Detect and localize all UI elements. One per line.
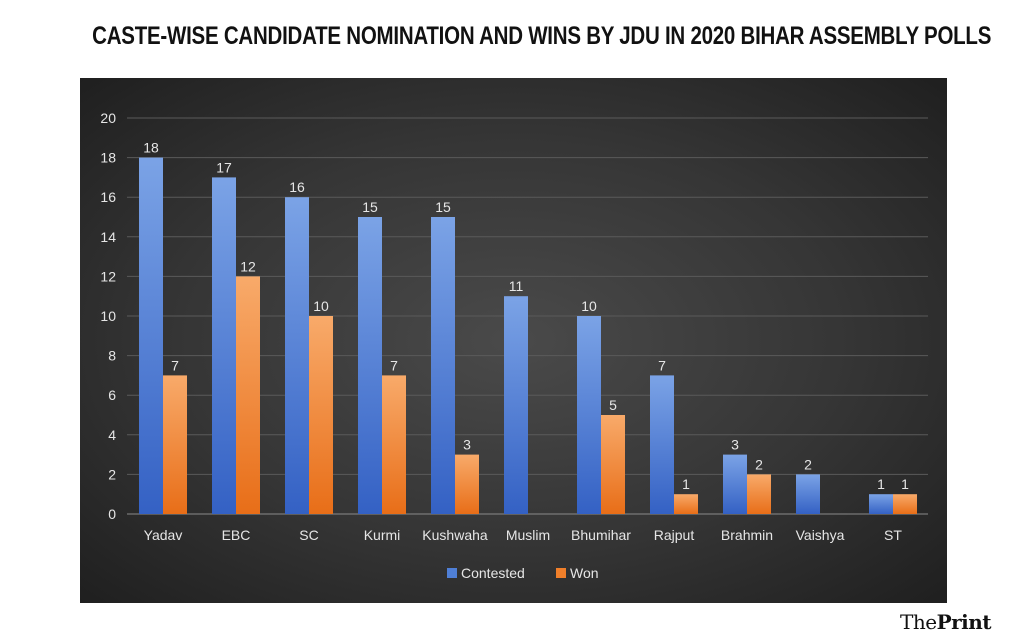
chart-title: CASTE-WISE CANDIDATE NOMINATION AND WINS… bbox=[92, 22, 992, 50]
y-tick-label: 2 bbox=[108, 466, 116, 482]
y-tick-label: 10 bbox=[100, 308, 116, 324]
data-label: 5 bbox=[609, 397, 617, 413]
data-label: 7 bbox=[658, 357, 666, 373]
data-label: 15 bbox=[435, 199, 451, 215]
bar-contested bbox=[796, 474, 820, 514]
data-label: 2 bbox=[755, 456, 763, 472]
data-label: 15 bbox=[362, 199, 378, 215]
bar-won bbox=[601, 415, 625, 514]
data-label: 3 bbox=[731, 437, 739, 453]
y-tick-label: 0 bbox=[108, 506, 116, 522]
bar-contested bbox=[504, 296, 528, 514]
data-label: 17 bbox=[216, 159, 232, 175]
x-tick-label: Bhumihar bbox=[571, 527, 631, 543]
y-tick-label: 18 bbox=[100, 150, 116, 166]
y-tick-label: 12 bbox=[100, 268, 116, 284]
bar-won bbox=[382, 375, 406, 514]
data-label: 3 bbox=[463, 437, 471, 453]
legend-swatch-contested bbox=[447, 568, 457, 578]
x-tick-label: Brahmin bbox=[721, 527, 773, 543]
data-label: 7 bbox=[390, 357, 398, 373]
bar-contested bbox=[723, 454, 747, 514]
bar-contested bbox=[869, 494, 893, 514]
x-tick-label: ST bbox=[884, 527, 902, 543]
bar-contested bbox=[650, 375, 674, 514]
data-label: 7 bbox=[171, 357, 179, 373]
bar-contested bbox=[577, 316, 601, 514]
data-label: 11 bbox=[509, 278, 524, 294]
bar-won bbox=[455, 454, 479, 514]
legend-label-contested: Contested bbox=[461, 565, 525, 581]
data-label: 12 bbox=[240, 258, 256, 274]
x-tick-label: Kurmi bbox=[364, 527, 401, 543]
bar-contested bbox=[212, 177, 236, 514]
logo-print: Print bbox=[936, 610, 992, 634]
data-label: 18 bbox=[143, 140, 159, 156]
x-tick-label: Rajput bbox=[654, 527, 695, 543]
y-tick-label: 14 bbox=[100, 229, 116, 245]
theprint-logo: ThePrint bbox=[900, 610, 992, 634]
data-label: 1 bbox=[682, 476, 690, 492]
x-tick-label: Yadav bbox=[144, 527, 183, 543]
bar-contested bbox=[285, 197, 309, 514]
chart-svg: 02468101214161820187Yadav1712EBC1610SC15… bbox=[100, 110, 928, 581]
data-label: 1 bbox=[877, 476, 885, 492]
y-tick-label: 16 bbox=[100, 189, 116, 205]
legend-label-won: Won bbox=[570, 565, 599, 581]
y-tick-label: 6 bbox=[108, 387, 116, 403]
x-tick-label: SC bbox=[299, 527, 318, 543]
x-tick-label: EBC bbox=[222, 527, 251, 543]
bar-won bbox=[747, 474, 771, 514]
data-label: 10 bbox=[581, 298, 597, 314]
data-label: 16 bbox=[289, 179, 305, 195]
bar-won bbox=[309, 316, 333, 514]
bar-won bbox=[236, 276, 260, 514]
bar-contested bbox=[358, 217, 382, 514]
data-label: 10 bbox=[313, 298, 329, 314]
data-label: 2 bbox=[804, 456, 812, 472]
y-tick-label: 4 bbox=[108, 427, 116, 443]
bar-won bbox=[674, 494, 698, 514]
bar-contested bbox=[139, 157, 163, 514]
y-tick-label: 20 bbox=[100, 110, 116, 126]
x-tick-label: Muslim bbox=[506, 527, 550, 543]
x-tick-label: Vaishya bbox=[796, 527, 845, 543]
logo-the: The bbox=[900, 610, 937, 634]
bar-contested bbox=[431, 217, 455, 514]
y-tick-label: 8 bbox=[108, 348, 116, 364]
data-label: 1 bbox=[901, 476, 909, 492]
bar-won bbox=[893, 494, 917, 514]
x-tick-label: Kushwaha bbox=[422, 527, 488, 543]
chart-panel: 0 2 4 6 8 10 12 14 16 18 20 18 7 Yadav 17 12 EBC 16 10 SC 15… bbox=[80, 78, 947, 603]
bar-won bbox=[163, 375, 187, 514]
legend-swatch-won bbox=[556, 568, 566, 578]
